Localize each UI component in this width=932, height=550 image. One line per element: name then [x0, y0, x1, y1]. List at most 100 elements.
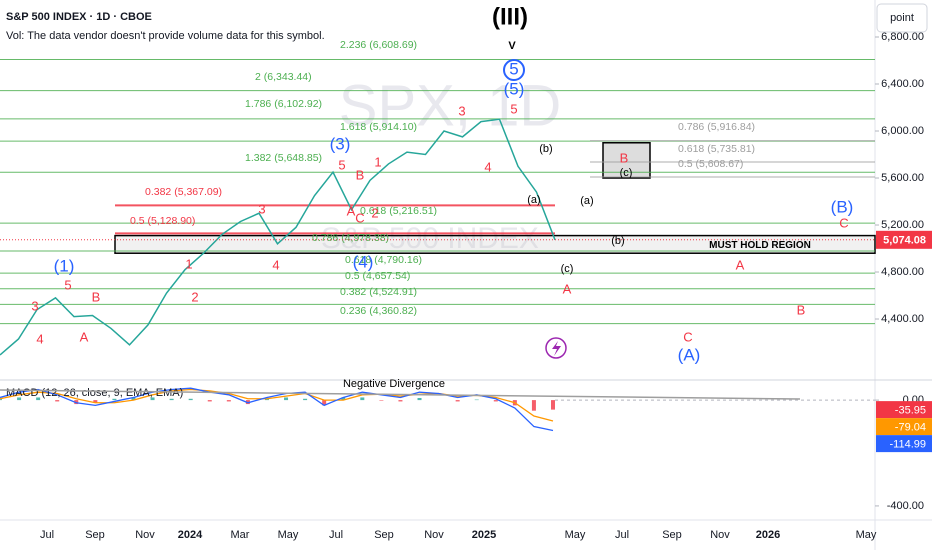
- wave-label: (A): [678, 345, 701, 364]
- value-tag: [876, 401, 932, 419]
- value-tag: [876, 418, 932, 436]
- y-tick-label: 5,200.00: [881, 219, 924, 231]
- x-tick-label: Mar: [231, 529, 250, 541]
- x-tick-label: Nov: [424, 529, 444, 541]
- watermark: S&P 500 INDEX: [321, 222, 539, 255]
- volume-note: Vol: The data vendor doesn't provide vol…: [6, 30, 325, 42]
- value-tag: [876, 435, 932, 453]
- wave-label: (B): [831, 197, 854, 216]
- wave-label: B: [92, 289, 101, 304]
- wave-label: 2: [371, 205, 378, 220]
- wave-label: (3): [330, 134, 351, 153]
- x-tick-label: May: [856, 529, 877, 541]
- fib-label: 2 (6,343.44): [255, 71, 312, 83]
- wave-label: 3: [458, 103, 465, 118]
- fib-label: 0.5 (5,608.67): [678, 158, 743, 170]
- histogram-bar: [379, 400, 384, 401]
- wave-label: (III): [492, 3, 528, 30]
- fib-label: 1.786 (6,102.92): [245, 98, 322, 110]
- histogram-bar: [551, 400, 555, 410]
- wave-label: 5: [338, 157, 345, 172]
- fib-label: 0.786 (5,916.84): [678, 121, 755, 133]
- wave-label: 4: [272, 257, 279, 272]
- fib-label: 1.382 (5,648.85): [245, 152, 322, 164]
- value-tag-label: -35.95: [895, 405, 926, 417]
- wave-label: A: [563, 281, 572, 296]
- histogram-bar: [284, 397, 289, 401]
- histogram-bar: [493, 400, 498, 402]
- wave-label: 3: [258, 201, 265, 216]
- wave-label: 3: [31, 298, 38, 313]
- wave-label: A: [736, 257, 745, 272]
- histogram-bar: [150, 397, 155, 401]
- x-tick-label: Sep: [662, 529, 682, 541]
- wave-label: (5): [504, 79, 525, 98]
- x-tick-label: May: [278, 529, 299, 541]
- histogram-bar: [322, 400, 327, 406]
- watermark: SPX, 1D: [339, 73, 561, 138]
- histogram-bar: [417, 397, 422, 401]
- wave-label: (c): [620, 167, 633, 179]
- value-tag-label: -79.04: [895, 422, 926, 434]
- wave-label: 5: [510, 101, 517, 116]
- histogram-bar: [531, 400, 536, 411]
- fib-label: 0.236 (4,360.82): [340, 305, 417, 317]
- price-line: [0, 118, 556, 356]
- histogram-bar: [360, 397, 365, 401]
- histogram-bar: [474, 399, 479, 401]
- event-icon: [552, 341, 561, 356]
- wave-label: V: [508, 40, 516, 52]
- x-tick-label: Jul: [329, 529, 343, 541]
- histogram-bar: [226, 400, 231, 402]
- y-tick-label: -400.00: [887, 500, 924, 512]
- region-label: MUST HOLD REGION: [709, 240, 811, 251]
- wave-label: C: [355, 210, 364, 225]
- last-price-tag: [876, 230, 932, 249]
- wave-label: (b): [611, 235, 624, 247]
- wave-label: (a): [580, 195, 593, 207]
- divergence-line: [0, 389, 801, 400]
- wave-label: 4: [484, 159, 491, 174]
- histogram-bar: [455, 400, 460, 402]
- histogram-bar: [264, 398, 269, 401]
- wave-circle: [503, 59, 525, 81]
- wave-label: 1: [374, 154, 381, 169]
- macd-line: [0, 388, 554, 422]
- wave-label: A: [347, 203, 356, 218]
- fib-label: 0.786 (4,978.38): [312, 232, 389, 244]
- x-tick-label: Jul: [40, 529, 54, 541]
- scale-button[interactable]: [876, 3, 928, 33]
- scale-button-label[interactable]: point: [890, 12, 914, 24]
- x-tick-label: 2025: [472, 529, 496, 541]
- value-tag-label: -114.99: [890, 439, 927, 451]
- histogram-bar: [93, 400, 98, 403]
- y-tick-label: 6,400.00: [881, 78, 924, 90]
- x-tick-label: May: [565, 529, 586, 541]
- wave-label: B: [620, 150, 629, 165]
- fib-label: 0.618 (5,216.51): [360, 205, 437, 217]
- wave-label: C: [683, 329, 692, 344]
- last-price-label: 5,074.08: [883, 235, 926, 247]
- fib-label: 0.618 (5,735.81): [678, 143, 755, 155]
- wave-label: (a): [527, 194, 540, 206]
- fib-label: 0.382 (5,367.09): [145, 186, 222, 198]
- wave-label: 5: [64, 277, 71, 292]
- histogram-bar: [55, 400, 60, 402]
- wave-label: (4): [353, 252, 374, 271]
- histogram-bar: [17, 397, 22, 401]
- plot: 6,800.00 6,400.00 6,000.00 5,600.00 5,200.00…: [0, 3, 932, 541]
- wave-label: 1: [185, 256, 192, 271]
- histogram-bar: [207, 400, 212, 402]
- histogram-bar: [112, 398, 117, 401]
- wave-label: (1): [54, 256, 75, 275]
- fib-label: 0.5 (4,657.54): [345, 270, 410, 282]
- wave-label: (c): [561, 263, 574, 275]
- fib-label: 0.618 (4,790.16): [345, 254, 422, 266]
- macd-title: MACD (12, 26, close, 9, EMA, EMA): [6, 387, 183, 399]
- y-tick-label: 4,800.00: [881, 266, 924, 278]
- fib-label: 0.382 (4,524.91): [340, 286, 417, 298]
- symbol-title: S&P 500 INDEX · 1D · CBOE: [6, 11, 152, 23]
- histogram-bar: [169, 398, 174, 401]
